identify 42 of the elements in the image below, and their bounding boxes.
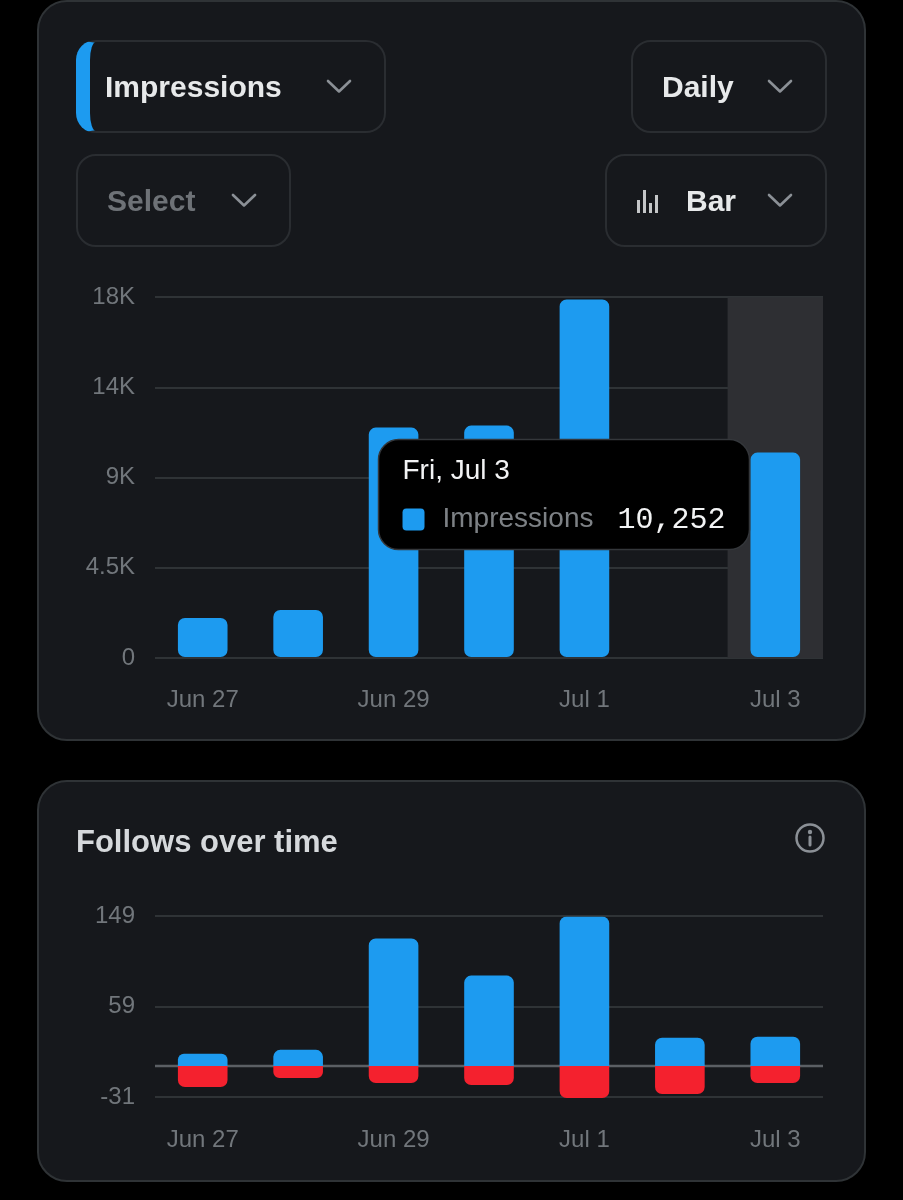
bar bbox=[368, 1065, 419, 1083]
bar bbox=[273, 1049, 323, 1066]
bar bbox=[655, 1037, 705, 1066]
bar bbox=[464, 975, 514, 1066]
annotation: 10,252 bbox=[617, 502, 726, 537]
y-tick-label: 0 bbox=[121, 642, 135, 670]
x-tick-label: Jun 29 bbox=[357, 685, 430, 713]
bar bbox=[750, 1065, 801, 1083]
y-tick-label: 14K bbox=[92, 372, 135, 400]
y-tick-label: 149 bbox=[94, 901, 135, 929]
chart-title: Impressions bbox=[105, 69, 282, 104]
x-tick-label: Jun 27 bbox=[166, 1125, 239, 1153]
y-tick-label: 59 bbox=[108, 991, 135, 1019]
bar bbox=[177, 617, 228, 657]
y-tick-label: 18K bbox=[92, 282, 135, 310]
bar bbox=[464, 1065, 514, 1085]
y-tick-label: -31 bbox=[100, 1081, 135, 1109]
x-tick-label: Jun 27 bbox=[166, 685, 239, 713]
x-tick-label: Jul 3 bbox=[749, 685, 801, 713]
x-tick-label: Jul 1 bbox=[559, 1125, 610, 1153]
bar bbox=[559, 916, 610, 1066]
bar bbox=[559, 1065, 610, 1098]
x-tick-label: Jun 29 bbox=[357, 1125, 430, 1153]
bar bbox=[368, 938, 419, 1066]
bar bbox=[655, 1065, 705, 1094]
chart-title: Follows over time bbox=[76, 824, 338, 860]
dropdown: Select bbox=[76, 154, 291, 247]
dropdown: Bar bbox=[605, 154, 827, 247]
y-tick-label: 4.5K bbox=[85, 552, 135, 580]
x-tick-label: Jul 1 bbox=[559, 685, 610, 713]
bar bbox=[177, 1053, 228, 1066]
legend-label: Impressions bbox=[442, 502, 594, 534]
bar bbox=[750, 1036, 801, 1066]
annotation: Fri, Jul 3 bbox=[402, 454, 510, 486]
bar bbox=[750, 452, 801, 657]
y-tick-label: 9K bbox=[105, 462, 135, 490]
bar bbox=[273, 609, 323, 657]
bar bbox=[177, 1065, 228, 1087]
bar bbox=[273, 1065, 323, 1078]
x-tick-label: Jul 3 bbox=[749, 1125, 801, 1153]
dropdown: Daily bbox=[631, 40, 827, 133]
dropdown: Impressions bbox=[76, 40, 386, 133]
